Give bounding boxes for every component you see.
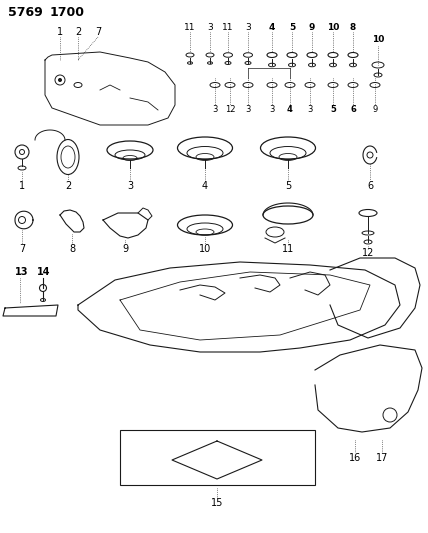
Text: 5: 5 [330,106,336,115]
Text: 10: 10 [199,244,211,254]
Text: 2: 2 [65,181,71,191]
Text: 3: 3 [269,106,275,115]
Text: 9: 9 [372,106,377,115]
Text: 15: 15 [211,498,223,508]
Text: 3: 3 [207,22,213,31]
Text: 11: 11 [184,22,196,31]
Text: 14: 14 [37,267,51,277]
Text: 5: 5 [289,22,295,31]
Text: 1700: 1700 [50,6,85,20]
Text: 5769: 5769 [8,6,43,20]
Text: 9: 9 [122,244,128,254]
Text: 7: 7 [19,244,25,254]
Text: 3: 3 [245,106,251,115]
Text: 8: 8 [350,22,356,31]
Text: 11: 11 [282,244,294,254]
Text: 3: 3 [307,106,313,115]
Text: 3: 3 [127,181,133,191]
Text: 5: 5 [285,181,291,191]
Circle shape [59,78,62,82]
Text: 1: 1 [57,27,63,37]
Text: 13: 13 [15,267,29,277]
Text: 12: 12 [225,106,235,115]
Text: 10: 10 [372,36,384,44]
Bar [120,430,315,485]
Text: 11: 11 [222,22,234,31]
Text: 6: 6 [367,181,373,191]
Text: 16: 16 [349,453,361,463]
Text: 3: 3 [245,22,251,31]
Text: 6: 6 [350,106,356,115]
Text: 12: 12 [362,248,374,258]
Text: 2: 2 [75,27,81,37]
Text: 7: 7 [95,27,101,37]
Text: 4: 4 [202,181,208,191]
Text: 9: 9 [309,22,315,31]
Text: 3: 3 [212,106,218,115]
Text: 17: 17 [376,453,388,463]
Text: 4: 4 [287,106,293,115]
Text: 10: 10 [327,22,339,31]
Text: 8: 8 [69,244,75,254]
Text: 1: 1 [19,181,25,191]
Text: 4: 4 [269,22,275,31]
